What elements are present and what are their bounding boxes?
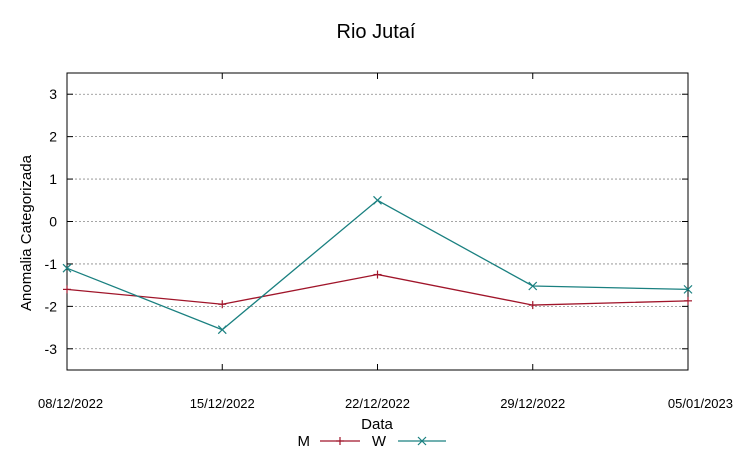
y-tick-label: 0 xyxy=(49,214,57,230)
y-tick-label: 2 xyxy=(49,129,57,145)
y-tick-label: 3 xyxy=(49,86,57,102)
y-tick-label: -2 xyxy=(45,298,58,314)
cross-marker xyxy=(217,325,227,335)
x-axis-ticks: 08/12/2022 15/12/2022 22/12/2022 29/12/2022… xyxy=(38,73,733,411)
cross-marker xyxy=(62,263,72,273)
series-line-w xyxy=(66,199,689,331)
legend-label-w: W xyxy=(372,433,387,450)
series-layer xyxy=(62,195,693,335)
grid-lines xyxy=(67,93,688,350)
y-axis-label: Anomalia Categorizada xyxy=(18,154,35,311)
cross-marker xyxy=(373,195,382,205)
x-tick-label: 15/12/2022 xyxy=(190,396,255,411)
y-axis-ticks: 3 2 1 0 -1 -2 -3 xyxy=(45,86,688,357)
chart-title: Rio Jutaí xyxy=(337,21,416,43)
x-tick-label: 05/01/2023 xyxy=(668,396,733,411)
x-tick-label: 08/12/2022 xyxy=(38,396,103,411)
x-tick-label: 22/12/2022 xyxy=(345,396,410,411)
y-tick-label: -1 xyxy=(45,256,58,272)
y-tick-label: 1 xyxy=(49,171,57,187)
x-axis-label: Data xyxy=(361,416,393,433)
series-line-m xyxy=(66,273,689,306)
x-tick-label: 29/12/2022 xyxy=(500,396,565,411)
cross-marker xyxy=(683,284,693,294)
cross-marker xyxy=(528,281,538,291)
cross-marker xyxy=(417,436,427,446)
legend-label-m: M xyxy=(298,433,311,450)
y-tick-label: -3 xyxy=(45,341,58,357)
